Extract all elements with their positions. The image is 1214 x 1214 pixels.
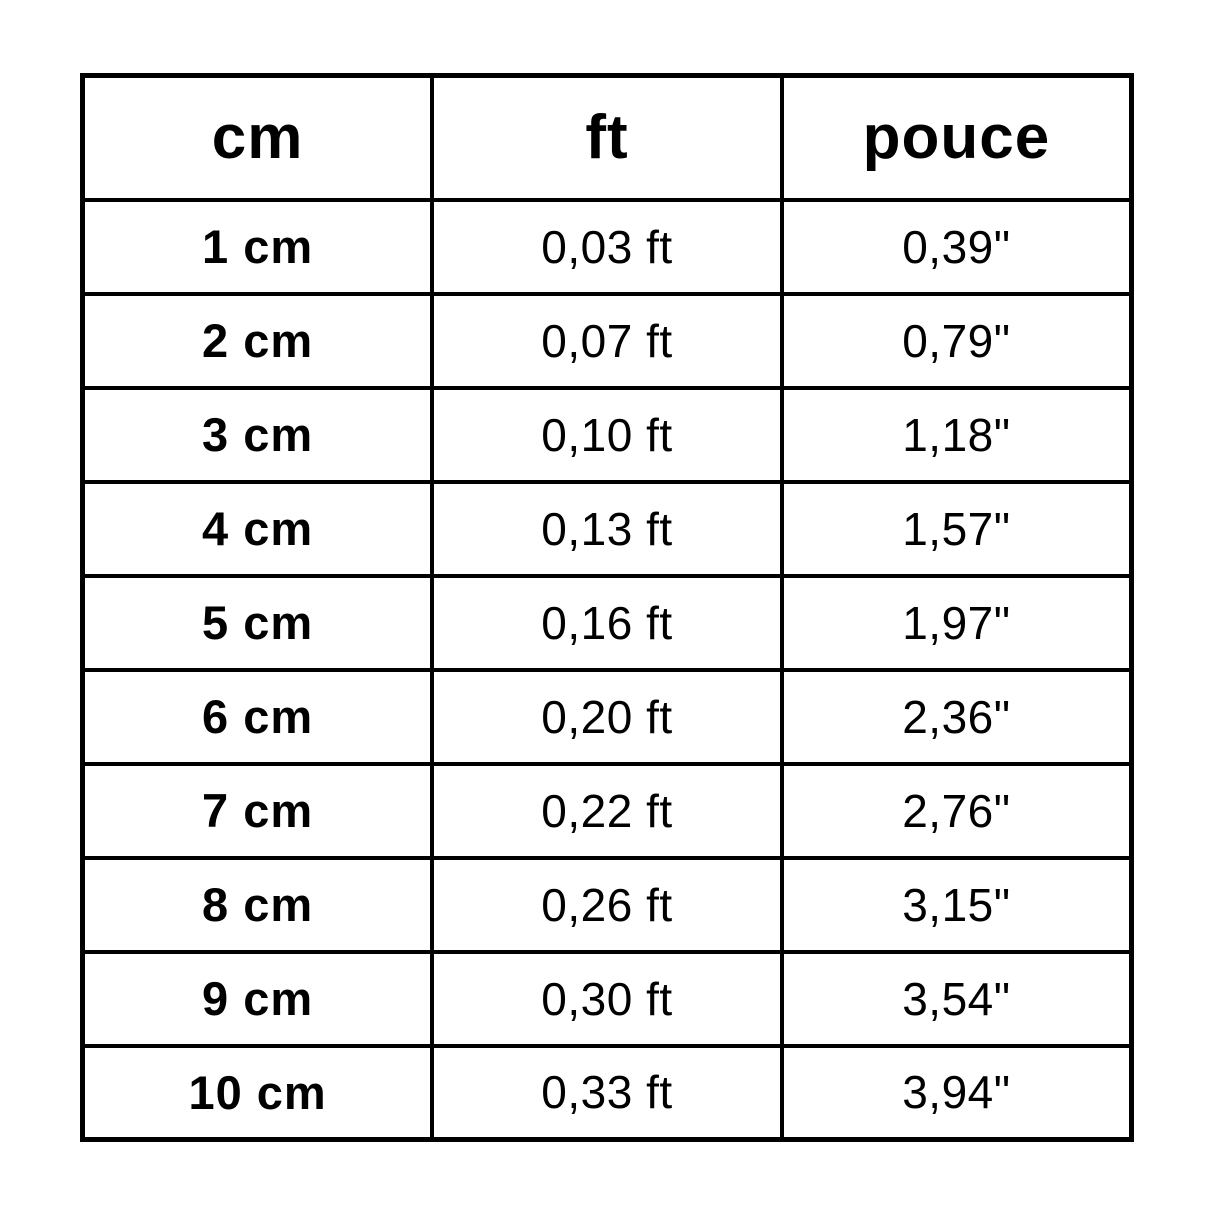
cell-cm: 1 cm [80,197,435,296]
cell-cm: 9 cm [80,949,435,1048]
cell-ft: 0,13 ft [430,479,784,578]
header-pouce: pouce [779,73,1134,202]
cell-cm: 4 cm [80,479,435,578]
table-row: 5 cm 0,16 ft 1,97" [80,573,1134,672]
cell-ft: 0,22 ft [430,761,784,860]
cell-cm: 7 cm [80,761,435,860]
table-row: 6 cm 0,20 ft 2,36" [80,667,1134,766]
cell-ft: 0,07 ft [430,291,784,390]
table-row: 3 cm 0,10 ft 1,18" [80,385,1134,484]
cell-pouce: 1,97" [779,573,1134,672]
cell-pouce: 0,39" [779,197,1134,296]
table-row: 2 cm 0,07 ft 0,79" [80,291,1134,390]
cell-ft: 0,26 ft [430,855,784,954]
table-header: cm ft pouce [80,73,1134,202]
header-row: cm ft pouce [80,73,1134,202]
cell-ft: 0,03 ft [430,197,784,296]
header-ft: ft [430,73,784,202]
cell-cm: 6 cm [80,667,435,766]
cell-pouce: 3,15" [779,855,1134,954]
header-cm: cm [80,73,435,202]
cell-pouce: 2,36" [779,667,1134,766]
cell-cm: 10 cm [80,1043,435,1142]
cell-pouce: 1,57" [779,479,1134,578]
table-row: 1 cm 0,03 ft 0,39" [80,197,1134,296]
table-row: 9 cm 0,30 ft 3,54" [80,949,1134,1048]
cell-ft: 0,20 ft [430,667,784,766]
cell-cm: 8 cm [80,855,435,954]
table-row: 8 cm 0,26 ft 3,15" [80,855,1134,954]
table-body: 1 cm 0,03 ft 0,39" 2 cm 0,07 ft 0,79" 3 cm 0,10… [80,197,1134,1142]
cell-cm: 5 cm [80,573,435,672]
cell-ft: 0,10 ft [430,385,784,484]
cell-pouce: 1,18" [779,385,1134,484]
conversion-table: cm ft pouce 1 cm 0,03 ft 0,39" 2 cm 0,07 ft 0… [80,73,1134,1142]
cell-cm: 3 cm [80,385,435,484]
cell-pouce: 0,79" [779,291,1134,390]
cell-cm: 2 cm [80,291,435,390]
cell-pouce: 2,76" [779,761,1134,860]
table-row: 10 cm 0,33 ft 3,94" [80,1043,1134,1142]
cell-ft: 0,33 ft [430,1043,784,1142]
table-row: 7 cm 0,22 ft 2,76" [80,761,1134,860]
cell-ft: 0,16 ft [430,573,784,672]
cell-pouce: 3,54" [779,949,1134,1048]
table-row: 4 cm 0,13 ft 1,57" [80,479,1134,578]
cell-pouce: 3,94" [779,1043,1134,1142]
cell-ft: 0,30 ft [430,949,784,1048]
